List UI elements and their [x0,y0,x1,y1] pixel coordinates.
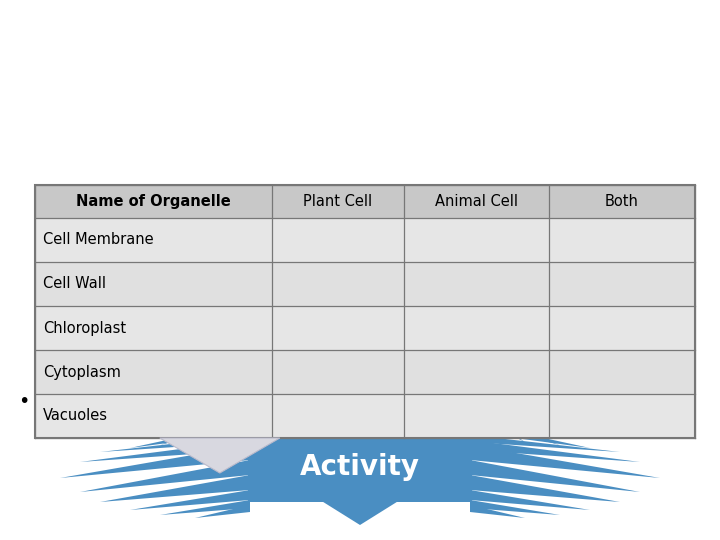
Polygon shape [195,405,250,442]
Bar [35,185,695,438]
Polygon shape [470,422,590,448]
FancyBboxPatch shape [248,438,472,502]
Text: Cytoplasm: Cytoplasm [43,364,121,380]
Text: Cell Membrane: Cell Membrane [43,233,153,247]
Text: Animal Cell: Animal Cell [435,194,518,209]
Polygon shape [470,440,640,462]
Text: Chloroplast: Chloroplast [43,321,126,335]
Bar [35,306,695,350]
Polygon shape [470,505,525,518]
Polygon shape [470,490,590,510]
Polygon shape [80,440,250,462]
Polygon shape [160,438,280,473]
Polygon shape [470,475,620,502]
Polygon shape [470,412,560,445]
Text: •: • [18,392,30,411]
Bar [35,185,695,218]
Text: Plant Cell: Plant Cell [303,194,372,209]
Polygon shape [160,412,250,445]
Polygon shape [60,445,250,478]
Polygon shape [160,500,250,515]
Text: Activity: Activity [300,453,420,481]
Polygon shape [470,445,660,478]
Text: Cell Wall: Cell Wall [43,276,106,292]
Polygon shape [470,500,560,515]
Polygon shape [100,475,250,502]
Polygon shape [130,422,250,448]
Text: Both: Both [605,194,639,209]
Polygon shape [320,500,400,525]
Polygon shape [470,460,640,492]
Text: present in which type of the cell: present in which type of the cell [35,365,336,384]
Polygon shape [195,505,250,518]
Text: Work individually to fill a table below.Which organelle is: Work individually to fill a table below.… [35,392,557,411]
Polygon shape [470,435,620,452]
Text: Vacuoles: Vacuoles [43,408,108,423]
Bar [35,218,695,262]
Polygon shape [130,490,250,510]
Bar [35,262,695,306]
Bar [35,350,695,394]
Bar [35,394,695,438]
Polygon shape [470,405,525,442]
Bar [35,185,695,438]
Polygon shape [100,435,250,452]
Polygon shape [80,460,250,492]
Text: Name of Organelle: Name of Organelle [76,194,231,209]
